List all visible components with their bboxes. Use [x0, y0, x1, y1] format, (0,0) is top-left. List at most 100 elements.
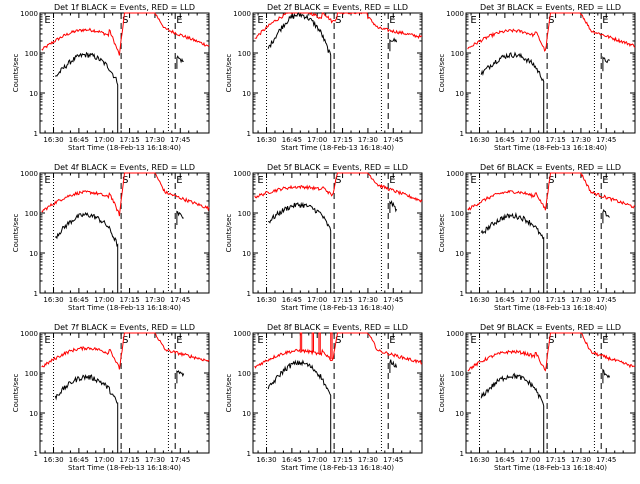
events-series-line [267, 359, 332, 453]
interval-marker-label: S [122, 335, 128, 346]
x-tick-label: 17:45 [383, 456, 403, 464]
x-tick-label: 16:45 [69, 136, 89, 144]
detector-panel-1: Det 1f BLACK = Events, RED = LLD 1 10 100 10… [12, 3, 210, 152]
x-tick-label: 17:15 [119, 136, 139, 144]
x-tick-label: 17:00 [520, 456, 540, 464]
x-tick-label: 17:45 [596, 296, 616, 304]
x-tick-label: 17:30 [358, 296, 378, 304]
lld-series-line [467, 332, 636, 372]
y-axis-label: Counts/sec [438, 214, 446, 253]
y-tick-label: 1000 [446, 10, 464, 18]
interval-marker-label: E [470, 175, 476, 186]
y-tick-label: 1000 [446, 330, 464, 338]
detector-panel-9: Det 9f BLACK = Events, RED = LLD 1 10 100 10… [438, 323, 636, 472]
x-tick-label: 17:30 [358, 136, 378, 144]
interval-marker-label: E [470, 15, 476, 26]
y-tick-label: 1 [34, 130, 38, 138]
y-tick-label: 10 [29, 410, 38, 418]
x-tick-label: 17:15 [332, 136, 352, 144]
x-tick-label: 16:30 [43, 136, 63, 144]
interval-marker-label: S [335, 335, 341, 346]
interval-marker-label: S [122, 175, 128, 186]
y-tick-label: 10 [242, 90, 251, 98]
interval-marker-label: E [44, 175, 50, 186]
y-tick-label: 1 [460, 130, 464, 138]
plot-frame [465, 172, 636, 294]
x-axis-label: Start Time (18-Feb-13 16:18:40) [68, 304, 181, 312]
x-tick-label: 17:30 [571, 456, 591, 464]
x-tick-label: 17:45 [383, 296, 403, 304]
lld-series-line [467, 172, 636, 211]
x-axis-label: Start Time (18-Feb-13 16:18:40) [494, 144, 607, 152]
y-tick-label: 100 [25, 370, 38, 378]
panel-title: Det 9f BLACK = Events, RED = LLD [480, 323, 621, 332]
x-tick-label: 16:30 [469, 296, 489, 304]
x-tick-label: 16:45 [282, 136, 302, 144]
detector-panel-7: Det 7f BLACK = Events, RED = LLD 1 10 100 10… [12, 323, 210, 472]
y-axis-label: Counts/sec [225, 374, 233, 413]
x-tick-label: 17:45 [383, 136, 403, 144]
y-axis-label: Counts/sec [225, 214, 233, 253]
lld-series-line [254, 172, 423, 203]
y-tick-label: 1 [460, 450, 464, 458]
x-tick-label: 16:45 [495, 296, 515, 304]
x-tick-label: 16:30 [43, 456, 63, 464]
interval-marker-label: E [257, 335, 263, 346]
events-series-line [267, 12, 332, 133]
x-tick-label: 17:00 [520, 136, 540, 144]
x-tick-label: 16:45 [495, 136, 515, 144]
interval-marker-label: E [389, 175, 395, 186]
x-tick-label: 17:15 [119, 296, 139, 304]
lld-spike [299, 332, 303, 351]
panel-title: Det 3f BLACK = Events, RED = LLD [480, 3, 621, 12]
y-tick-label: 10 [242, 410, 251, 418]
plot-frame [39, 172, 210, 294]
panel-title: Det 5f BLACK = Events, RED = LLD [267, 163, 408, 172]
lld-series-line [41, 172, 210, 217]
interval-marker-label: E [389, 335, 395, 346]
events-late-segment [389, 37, 398, 52]
panel-title: Det 8f BLACK = Events, RED = LLD [267, 323, 408, 332]
x-tick-label: 17:30 [571, 136, 591, 144]
y-tick-label: 10 [242, 250, 251, 258]
x-tick-label: 17:00 [94, 456, 114, 464]
x-tick-label: 17:45 [596, 136, 616, 144]
lld-series-line [41, 332, 210, 370]
y-tick-label: 1000 [446, 170, 464, 178]
y-axis-label: Counts/sec [225, 54, 233, 93]
x-tick-label: 16:30 [256, 296, 276, 304]
x-axis-label: Start Time (18-Feb-13 16:18:40) [281, 304, 394, 312]
y-tick-label: 1000 [233, 330, 251, 338]
y-tick-label: 1 [247, 450, 251, 458]
x-tick-label: 16:45 [495, 456, 515, 464]
y-tick-label: 100 [25, 50, 38, 58]
x-tick-label: 17:45 [170, 456, 190, 464]
y-tick-label: 1000 [20, 10, 38, 18]
events-late-segment [602, 56, 610, 72]
x-tick-label: 17:00 [307, 296, 327, 304]
interval-marker-label: E [257, 15, 263, 26]
interval-marker-label: E [257, 175, 263, 186]
x-tick-label: 17:30 [358, 456, 378, 464]
detector-panel-8: Det 8f BLACK = Events, RED = LLD 1 10 100 10… [225, 323, 423, 472]
x-tick-label: 17:00 [520, 296, 540, 304]
events-late-segment [389, 359, 398, 373]
interval-marker-label: E [602, 335, 608, 346]
events-late-segment [176, 55, 184, 69]
y-tick-label: 100 [451, 50, 464, 58]
plot-frame [39, 332, 210, 454]
x-tick-label: 16:30 [469, 456, 489, 464]
interval-marker-label: S [335, 15, 341, 26]
plot-frame [465, 12, 636, 134]
lld-series-line [41, 12, 210, 56]
lld-spike [330, 332, 333, 360]
detector-panel-2: Det 2f BLACK = Events, RED = LLD 1 10 100 10… [225, 3, 423, 152]
x-tick-label: 17:15 [545, 456, 565, 464]
interval-marker-label: E [389, 15, 395, 26]
x-tick-label: 16:30 [469, 136, 489, 144]
x-tick-label: 17:30 [145, 136, 165, 144]
y-tick-label: 100 [238, 370, 251, 378]
x-tick-label: 16:30 [256, 456, 276, 464]
